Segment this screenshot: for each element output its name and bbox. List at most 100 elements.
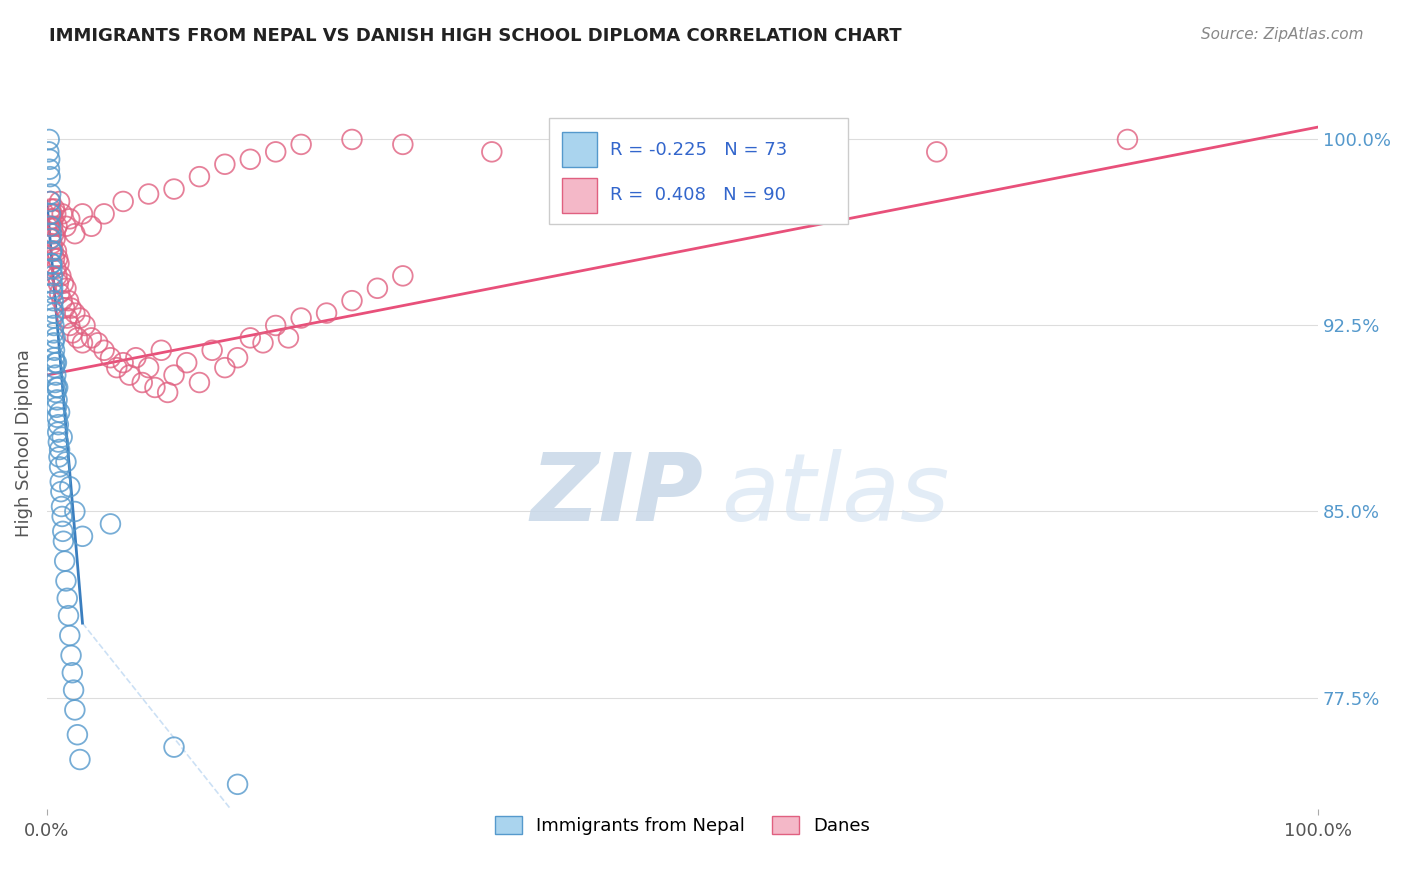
Point xyxy=(112,194,135,209)
Point xyxy=(214,157,236,171)
Point xyxy=(39,194,62,209)
Point xyxy=(93,207,115,221)
Point xyxy=(63,504,86,518)
Point xyxy=(66,728,89,742)
Point xyxy=(46,277,69,291)
Point xyxy=(45,356,67,370)
Point xyxy=(48,286,70,301)
Point xyxy=(38,132,60,146)
Point xyxy=(41,268,63,283)
Text: R = -0.225   N = 73: R = -0.225 N = 73 xyxy=(610,141,787,159)
Point xyxy=(56,591,79,606)
Point xyxy=(44,360,66,375)
Point xyxy=(53,301,76,315)
Point xyxy=(60,326,83,340)
Point xyxy=(48,459,70,474)
Point xyxy=(52,524,75,539)
Point xyxy=(39,207,62,221)
Point xyxy=(41,244,63,258)
Point xyxy=(290,137,312,152)
Point xyxy=(52,277,75,291)
Point xyxy=(58,293,80,308)
Point xyxy=(42,301,65,315)
Point xyxy=(80,219,103,234)
Point xyxy=(44,356,66,370)
Point xyxy=(58,608,80,623)
Point xyxy=(118,368,141,382)
Point xyxy=(42,326,65,340)
Point xyxy=(51,500,73,514)
Point xyxy=(41,261,63,276)
Point xyxy=(59,211,82,226)
Point xyxy=(38,145,60,159)
Bar xyxy=(562,178,598,213)
Point xyxy=(41,277,63,291)
Point xyxy=(41,244,63,258)
Point xyxy=(49,475,72,489)
Point xyxy=(41,219,63,234)
Point xyxy=(45,368,67,382)
Point xyxy=(41,207,63,221)
Point xyxy=(277,331,299,345)
Point xyxy=(41,281,63,295)
Text: R =  0.408   N = 90: R = 0.408 N = 90 xyxy=(610,186,786,204)
Point xyxy=(239,331,262,345)
Point xyxy=(42,335,65,350)
Point xyxy=(66,331,89,345)
Point xyxy=(925,145,948,159)
Point xyxy=(39,232,62,246)
Point xyxy=(48,450,70,464)
Point xyxy=(46,435,69,450)
Point xyxy=(138,187,160,202)
Point xyxy=(392,137,415,152)
Point xyxy=(39,194,62,209)
Point xyxy=(366,281,388,295)
Point xyxy=(290,311,312,326)
Point xyxy=(93,343,115,358)
Point xyxy=(163,740,186,755)
Point xyxy=(60,665,83,680)
Point xyxy=(55,455,77,469)
Point xyxy=(45,244,67,258)
Point xyxy=(44,232,66,246)
Point xyxy=(59,628,82,642)
Legend: Immigrants from Nepal, Danes: Immigrants from Nepal, Danes xyxy=(485,806,880,844)
Text: ZIP: ZIP xyxy=(530,449,703,541)
Point xyxy=(55,219,77,234)
Point xyxy=(42,306,65,320)
Point xyxy=(59,318,82,333)
Point xyxy=(52,534,75,549)
Point xyxy=(392,268,415,283)
Point xyxy=(39,202,62,216)
Point xyxy=(1116,132,1139,146)
Point xyxy=(156,385,179,400)
Point xyxy=(60,648,83,663)
Y-axis label: High School Diploma: High School Diploma xyxy=(15,350,32,537)
Point xyxy=(45,385,67,400)
Point xyxy=(41,227,63,241)
Point xyxy=(46,252,69,266)
Point xyxy=(72,335,94,350)
Point xyxy=(100,516,122,531)
Point xyxy=(62,683,84,698)
Point xyxy=(49,268,72,283)
Point xyxy=(315,306,337,320)
Point xyxy=(48,405,70,419)
Point xyxy=(72,529,94,543)
Point xyxy=(100,351,122,365)
Point xyxy=(69,311,91,326)
Point xyxy=(188,376,211,390)
Point xyxy=(80,331,103,345)
Point xyxy=(51,430,73,444)
Point xyxy=(252,335,274,350)
Point xyxy=(49,484,72,499)
Text: Source: ZipAtlas.com: Source: ZipAtlas.com xyxy=(1201,27,1364,42)
Point xyxy=(41,256,63,270)
Point xyxy=(112,356,135,370)
Point xyxy=(60,301,83,315)
Point xyxy=(42,211,65,226)
Point xyxy=(48,194,70,209)
Point xyxy=(176,356,198,370)
Point xyxy=(55,281,77,295)
Point xyxy=(340,132,363,146)
